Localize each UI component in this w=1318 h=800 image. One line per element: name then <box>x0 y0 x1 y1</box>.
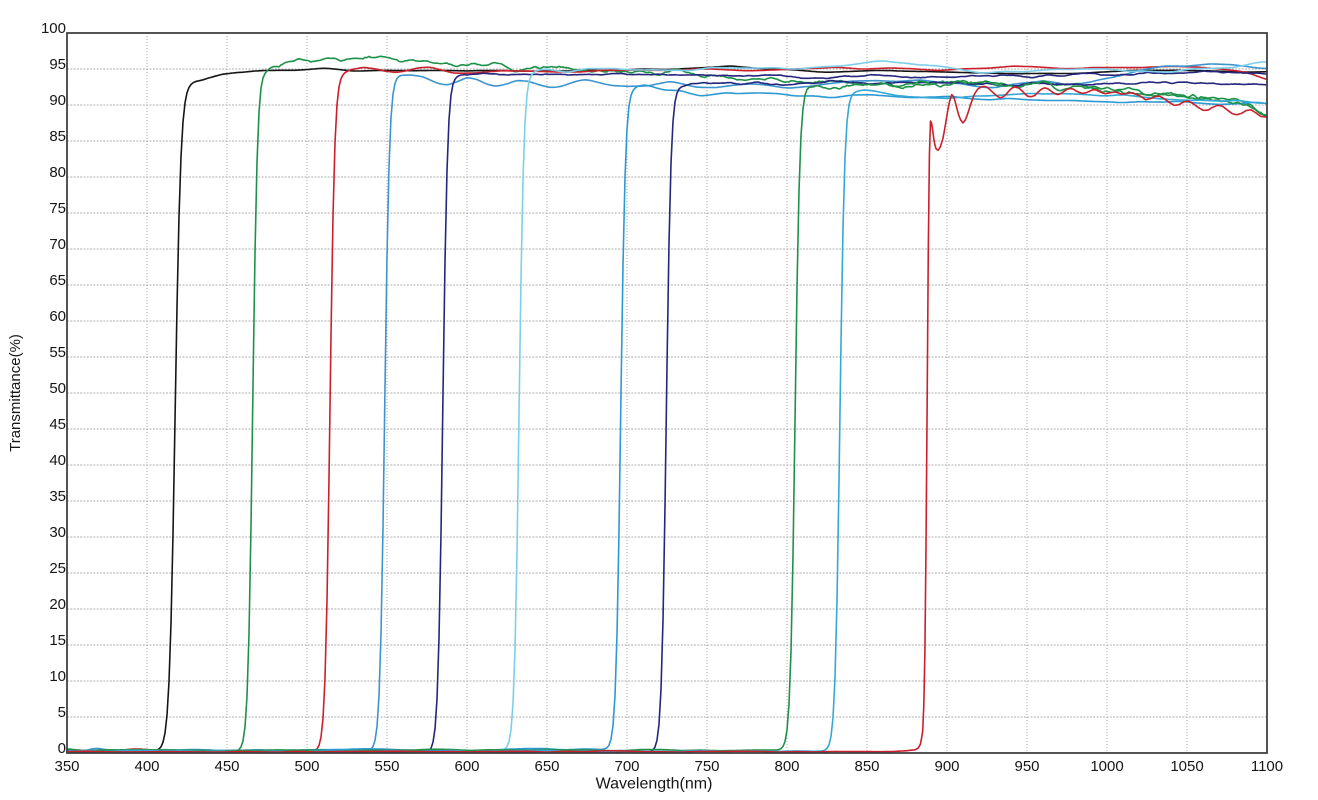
svg-text:60: 60 <box>49 308 66 325</box>
svg-text:50: 50 <box>49 380 66 397</box>
svg-text:900: 900 <box>934 758 959 775</box>
svg-text:75: 75 <box>49 200 66 217</box>
svg-text:95: 95 <box>49 56 66 73</box>
svg-text:0: 0 <box>58 740 66 757</box>
svg-text:20: 20 <box>49 596 66 613</box>
svg-text:10: 10 <box>49 668 66 685</box>
svg-text:25: 25 <box>49 560 66 577</box>
svg-text:90: 90 <box>49 92 66 109</box>
svg-text:550: 550 <box>374 758 399 775</box>
svg-text:80: 80 <box>49 164 66 181</box>
svg-text:450: 450 <box>214 758 239 775</box>
svg-text:600: 600 <box>454 758 479 775</box>
svg-text:70: 70 <box>49 236 66 253</box>
svg-text:850: 850 <box>854 758 879 775</box>
svg-text:350: 350 <box>54 758 79 775</box>
svg-text:55: 55 <box>49 344 66 361</box>
svg-text:950: 950 <box>1014 758 1039 775</box>
svg-text:1000: 1000 <box>1090 758 1123 775</box>
svg-text:1100: 1100 <box>1251 758 1283 775</box>
svg-text:40: 40 <box>49 452 66 469</box>
svg-text:Transmittance(%): Transmittance(%) <box>7 334 24 452</box>
svg-text:45: 45 <box>49 416 66 433</box>
svg-text:30: 30 <box>49 524 66 541</box>
svg-text:650: 650 <box>534 758 559 775</box>
svg-text:35: 35 <box>49 488 66 505</box>
svg-text:750: 750 <box>694 758 719 775</box>
svg-text:100: 100 <box>41 20 66 37</box>
svg-text:85: 85 <box>49 128 66 145</box>
svg-text:65: 65 <box>49 272 66 289</box>
svg-text:500: 500 <box>294 758 319 775</box>
svg-text:400: 400 <box>134 758 159 775</box>
svg-text:700: 700 <box>614 758 639 775</box>
svg-text:15: 15 <box>49 632 66 649</box>
svg-text:5: 5 <box>58 704 66 721</box>
svg-text:1050: 1050 <box>1170 758 1203 775</box>
svg-text:800: 800 <box>774 758 799 775</box>
svg-text:Wavelength(nm): Wavelength(nm) <box>596 776 713 793</box>
